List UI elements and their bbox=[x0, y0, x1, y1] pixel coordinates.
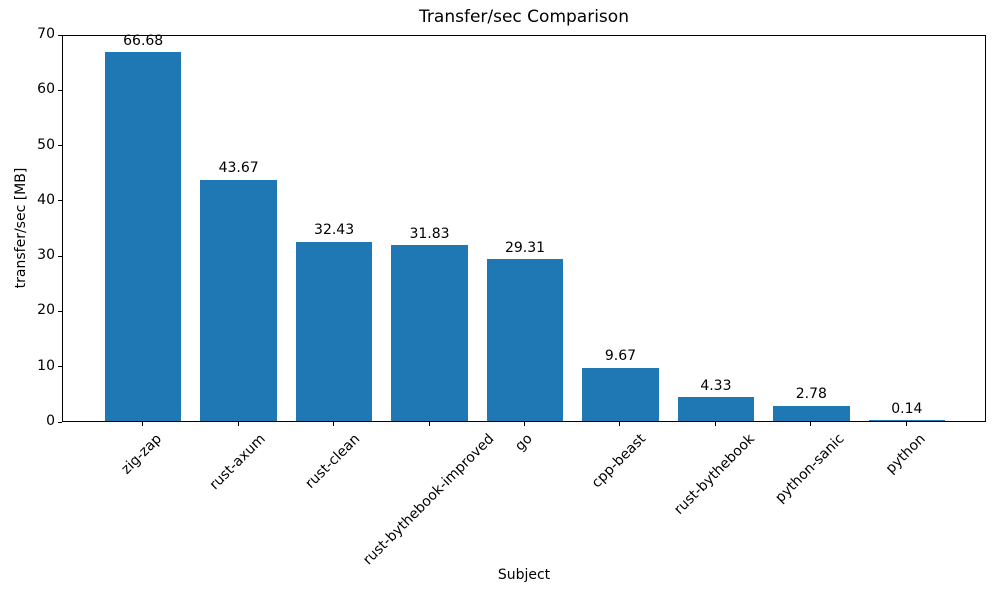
bar-value-label: 4.33 bbox=[700, 377, 732, 394]
x-tick-label: rust-axum bbox=[206, 431, 269, 494]
bar-value-label: 43.67 bbox=[218, 160, 259, 177]
bar-cpp-beast bbox=[582, 367, 659, 421]
y-axis-label: transfer/sec [MB] bbox=[13, 167, 29, 289]
x-tick-mark bbox=[810, 422, 812, 426]
x-tick-mark bbox=[619, 422, 621, 426]
bar-value-label: 0.14 bbox=[891, 400, 923, 417]
y-tick-label: 40 bbox=[37, 191, 55, 208]
bar-rust-bythebook bbox=[677, 397, 755, 421]
chart-title: Transfer/sec Comparison bbox=[419, 7, 629, 27]
x-tick-label: rust-bythebook-improved bbox=[359, 430, 497, 569]
x-tick-mark bbox=[524, 422, 525, 426]
y-tick-label: 70 bbox=[37, 26, 55, 42]
y-tick-mark bbox=[58, 255, 62, 257]
bar-rust-bythebook-improved bbox=[391, 245, 468, 421]
x-tick-mark bbox=[714, 422, 716, 426]
x-tick-mark bbox=[237, 422, 239, 426]
x-tick-label: python-sanic bbox=[772, 430, 848, 507]
bar-value-label: 2.78 bbox=[795, 386, 827, 403]
y-tick-label: 0 bbox=[46, 413, 55, 429]
y-tick-mark bbox=[58, 200, 62, 202]
x-tick-mark bbox=[905, 422, 907, 426]
x-tick-label: cpp-beast bbox=[589, 430, 650, 492]
x-tick-label: python bbox=[882, 430, 929, 477]
x-tick-label: go bbox=[512, 430, 536, 455]
bar-rust-axum bbox=[200, 179, 277, 421]
bar-value-label: 29.31 bbox=[504, 239, 546, 256]
bar-go bbox=[486, 258, 564, 421]
bar-value-label: 31.83 bbox=[409, 225, 450, 242]
y-tick-mark bbox=[58, 421, 62, 423]
y-tick-mark bbox=[58, 34, 62, 36]
y-tick-label: 50 bbox=[37, 136, 55, 153]
y-tick-label: 60 bbox=[37, 81, 55, 98]
y-tick-mark bbox=[58, 145, 62, 147]
x-tick-mark bbox=[333, 422, 335, 426]
bar-python bbox=[868, 420, 945, 421]
x-tick-mark bbox=[428, 422, 430, 426]
bar-rust-clean bbox=[295, 241, 373, 421]
x-tick-mark bbox=[142, 422, 144, 426]
y-tick-label: 10 bbox=[37, 357, 55, 374]
x-tick-label: zig-zap bbox=[118, 430, 166, 478]
bar-python-sanic bbox=[773, 405, 850, 421]
x-axis-label: Subject bbox=[497, 567, 551, 583]
plot-area: 66.68 43.67 32.43 31.83 29.31 9.67 4.33 2.78 0.1… bbox=[62, 32, 986, 422]
x-tick-label: rust-clean bbox=[302, 430, 364, 492]
y-tick-label: 30 bbox=[37, 247, 55, 264]
bar-value-label: 9.67 bbox=[604, 348, 637, 365]
y-tick-mark bbox=[58, 366, 62, 368]
bar-value-label: 66.68 bbox=[123, 32, 164, 49]
bar-zig-zap bbox=[105, 52, 182, 421]
y-tick-mark bbox=[58, 89, 62, 91]
y-tick-mark bbox=[58, 310, 62, 312]
x-tick-label: rust-bythebook bbox=[671, 431, 758, 518]
bar-value-label: 32.43 bbox=[314, 222, 355, 239]
y-tick-label: 20 bbox=[37, 302, 55, 319]
